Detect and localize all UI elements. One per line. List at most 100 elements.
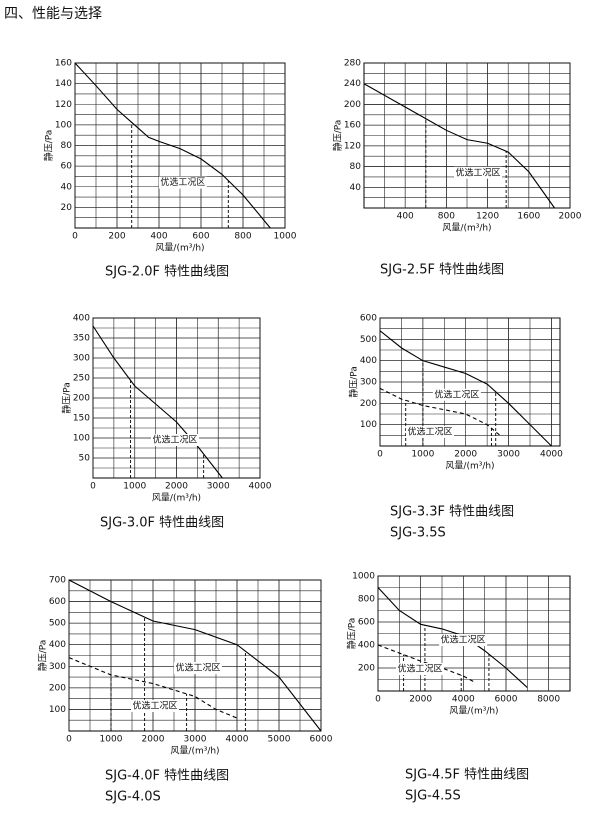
annotation: 优选工况区 (133, 699, 178, 711)
x-tick-label: 1600 (517, 212, 540, 222)
annotation: 优选工况区 (441, 634, 486, 646)
y-tick-label: 700 (49, 576, 66, 586)
y-tick-label: 300 (73, 354, 90, 364)
x-tick-label: 1200 (476, 212, 499, 222)
x-axis-label: 风量/(m³/h) (442, 223, 491, 234)
annotation-bg (454, 166, 503, 179)
x-tick-label: 6000 (310, 735, 333, 745)
caption: SJG-3.5S (390, 526, 446, 541)
caption: SJG-4.0S (105, 790, 161, 805)
y-tick-label: 60 (61, 162, 73, 172)
y-tick-label: 40 (350, 183, 362, 193)
annotation-bg (150, 434, 199, 446)
y-tick-label: 200 (49, 683, 66, 693)
x-axis-label: 风量/(m³/h) (152, 493, 201, 504)
annotation-bg (432, 388, 481, 401)
x-axis-label: 风量/(m³/h) (449, 706, 498, 717)
y-axis-label: 静压/Pa (332, 120, 344, 152)
curve (377, 587, 528, 688)
annotation: 优选工况区 (456, 166, 501, 178)
annotation-bg (173, 662, 222, 675)
x-tick-label: 3000 (184, 735, 207, 745)
x-tick-label: 2000 (409, 695, 432, 705)
curve (74, 62, 271, 229)
x-tick-label: 1000 (123, 482, 146, 492)
caption: SJG-3.0F 特性曲线图 (100, 516, 224, 531)
y-axis-label: 静压/Pa (346, 618, 358, 650)
chart: 100 200 300 400 500 600 0 1000 2000 3000 4000 风量/(m… (348, 314, 564, 541)
y-tick-label: 240 (344, 79, 361, 89)
caption: SJG-4.5F 特性曲线图 (405, 768, 529, 783)
x-axis-label: 风量/(m³/h) (155, 243, 204, 254)
chart: 20 40 60 80 100 120 140 160 0 200 400 600 800 1000 风量/… (43, 59, 297, 280)
x-tick-label: 800 (438, 212, 455, 222)
annotation-bg (396, 663, 445, 676)
y-tick-label: 200 (344, 100, 361, 110)
annotation: 优选工况区 (152, 434, 197, 446)
caption: SJG-2.5F 特性曲线图 (380, 263, 504, 278)
y-axis-label: 静压/Pa (348, 366, 360, 398)
annotation: 优选工况区 (434, 388, 479, 400)
x-tick-label: 400 (150, 232, 167, 242)
x-tick-label: 600 (192, 232, 209, 242)
y-tick-label: 500 (360, 335, 377, 345)
x-tick-label: 0 (377, 450, 383, 460)
y-tick-label: 250 (73, 374, 90, 384)
x-tick-label: 8000 (537, 695, 560, 705)
y-tick-label: 160 (55, 59, 72, 69)
x-tick-label: 800 (234, 232, 251, 242)
curve (68, 579, 322, 732)
chart: 40 80 120 160 200 240 280 400 800 1200 1600 2000 风量/… (332, 59, 582, 278)
y-tick-label: 200 (360, 399, 377, 409)
x-tick-label: 2000 (559, 212, 582, 222)
x-tick-label: 4000 (226, 735, 249, 745)
y-tick-label: 120 (55, 100, 72, 110)
x-tick-label: 1000 (411, 450, 434, 460)
x-tick-label: 4000 (540, 450, 563, 460)
annotation: 优选工况区 (160, 176, 205, 188)
y-tick-label: 80 (61, 141, 73, 151)
curve (379, 330, 552, 447)
y-tick-label: 600 (360, 314, 377, 324)
caption: SJG-3.3F 特性曲线图 (390, 505, 514, 520)
annotation-bg (405, 425, 454, 438)
y-tick-label: 50 (79, 454, 91, 464)
caption: SJG-4.0F 特性曲线图 (105, 769, 229, 784)
annotation: 优选工况区 (398, 663, 443, 675)
y-tick-label: 400 (49, 640, 66, 650)
x-tick-label: 200 (108, 232, 125, 242)
y-tick-label: 100 (55, 120, 72, 130)
y-tick-label: 160 (344, 121, 361, 131)
y-tick-label: 350 (73, 334, 90, 344)
curve (379, 387, 501, 436)
y-tick-label: 120 (344, 141, 361, 151)
x-tick-label: 1000 (274, 232, 297, 242)
y-tick-label: 400 (360, 356, 377, 366)
y-tick-label: 600 (358, 618, 375, 628)
y-tick-label: 140 (55, 79, 72, 89)
caption: SJG-4.5S (405, 789, 461, 804)
x-tick-label: 2000 (142, 735, 165, 745)
y-tick-label: 40 (61, 182, 73, 192)
annotation: 优选工况区 (407, 425, 452, 437)
x-tick-label: 0 (375, 695, 381, 705)
y-tick-label: 100 (73, 434, 90, 444)
x-tick-label: 5000 (268, 735, 291, 745)
y-axis-label: 静压/Pa (37, 640, 49, 672)
x-tick-label: 2000 (165, 482, 188, 492)
x-axis-label: 风量/(m³/h) (170, 746, 219, 757)
y-tick-label: 600 (49, 597, 66, 607)
chart: 200 400 600 800 1000 0 2000 4000 6000 8000 风量/(m³/… (346, 572, 571, 804)
y-tick-label: 1000 (352, 572, 375, 582)
x-tick-label: 400 (397, 212, 414, 222)
annotation: 优选工况区 (175, 662, 220, 674)
y-tick-label: 280 (344, 59, 361, 69)
y-tick-label: 20 (61, 203, 73, 213)
y-tick-label: 100 (360, 420, 377, 430)
curve (363, 83, 555, 209)
y-tick-label: 400 (358, 641, 375, 651)
y-tick-label: 800 (358, 595, 375, 605)
annotation-bg (131, 699, 180, 712)
x-tick-label: 0 (72, 232, 78, 242)
